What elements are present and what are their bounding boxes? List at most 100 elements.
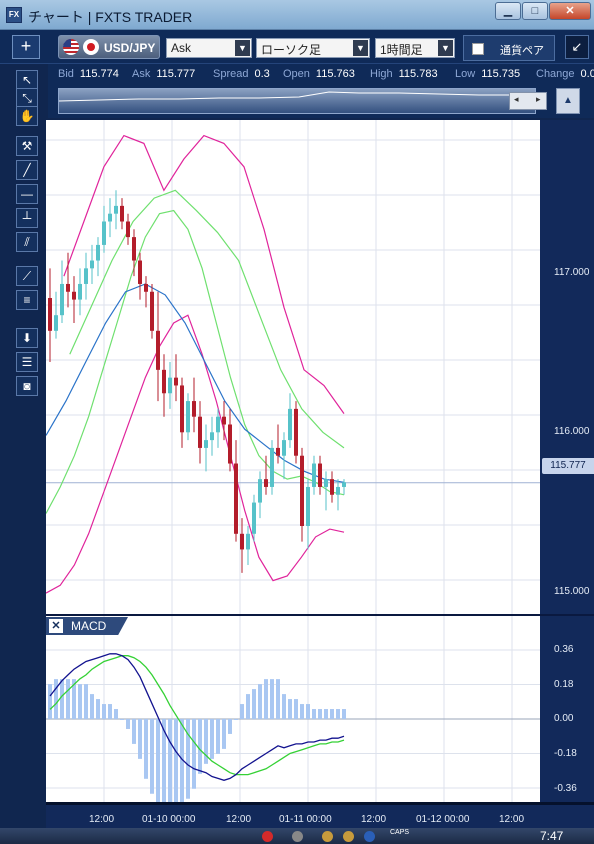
maximize-button[interactable]: □ (522, 2, 548, 20)
close-icon[interactable]: ✕ (49, 619, 63, 633)
candle-body (102, 221, 106, 245)
ime-icon[interactable] (292, 831, 303, 842)
macd-axis: 0.36 0.18 0.00 -0.18 -0.36 (540, 616, 594, 802)
camera-icon[interactable]: ◙ (16, 376, 38, 396)
jp-flag-icon (83, 39, 99, 55)
macd-histogram-bar (204, 719, 208, 764)
current-price-badge: 115.777 (542, 458, 594, 474)
price-tick: 115.000 (554, 586, 590, 597)
candle-body (66, 283, 70, 292)
candle-body (276, 447, 280, 456)
overview-scroll-handle[interactable]: ◂ ▸ (509, 92, 547, 110)
candle-body (342, 482, 346, 487)
quote-bar: Bid 115.774 Ask 115.777 Spread 0.3 Open 115.… (48, 64, 594, 118)
bollinger-upper-inner (69, 189, 345, 449)
candle-body (150, 291, 154, 331)
folder-icon[interactable] (322, 831, 333, 842)
candle-body (174, 377, 178, 386)
macd-histogram-bar (48, 684, 52, 719)
candle-body (54, 315, 58, 331)
vertical-line-icon[interactable]: ┴ (16, 208, 38, 228)
chevron-left-icon[interactable]: ◂ (514, 94, 519, 104)
macd-histogram-bar (252, 689, 256, 719)
time-tick: 12:00 (226, 814, 252, 825)
macd-signal-line (49, 655, 345, 776)
macd-histogram-bar (180, 719, 184, 809)
pointer-icon[interactable]: ↖ (16, 70, 38, 90)
drawing-toolbar: ↖ ⤡ ✋ ⚒ ╱ — ┴ ⫽ ⟋ ≡ ⬇ ☰ ◙ (14, 68, 40, 828)
macd-histogram-bar (228, 719, 232, 734)
hand-icon[interactable]: ✋ (16, 106, 38, 126)
bollinger-upper-band (63, 134, 345, 414)
title-bar: FX チャート | FXTS TRADER ▁ □ ✕ (0, 0, 594, 30)
undock-icon[interactable]: ↙ (565, 35, 589, 59)
horizontal-line-icon[interactable]: — (16, 184, 38, 204)
bid-quote: Bid 115.774 (58, 68, 119, 80)
candle-body (216, 416, 220, 433)
macd-histogram-bar (150, 719, 154, 794)
macd-histogram-bar (162, 719, 166, 814)
price-tick: 116.000 (554, 426, 590, 437)
chart-type-select[interactable]: ローソク足 ▼ (256, 38, 370, 58)
macd-histogram-bar (270, 679, 274, 719)
chevron-right-icon[interactable]: ▸ (536, 94, 541, 104)
candle-body (258, 479, 262, 503)
candle-body (210, 432, 214, 441)
price-side-select[interactable]: Ask ▼ (166, 38, 252, 58)
macd-histogram-bar (210, 719, 214, 759)
pair-panel-toggle[interactable]: 通貨ペア (463, 35, 555, 61)
candle-body (330, 479, 334, 495)
navigator-settings-icon[interactable]: ▲ (556, 88, 580, 114)
macd-histogram-bar (174, 719, 178, 814)
fibonacci-retracement-icon[interactable]: ≡ (16, 290, 38, 310)
macd-histogram-bar (138, 719, 142, 759)
clock: 7:47 (540, 829, 564, 843)
fibonacci-fan-icon[interactable]: ⟋ (16, 266, 38, 286)
channel-icon[interactable]: ⫽ (16, 232, 38, 252)
low-quote: Low 115.735 (455, 68, 521, 80)
download-icon[interactable]: ⬇ (16, 328, 38, 348)
chevron-down-icon: ▼ (235, 40, 250, 56)
pair-panel-checkbox[interactable] (472, 43, 484, 55)
pane-divider[interactable] (46, 614, 594, 616)
add-chart-button[interactable]: + (12, 35, 40, 59)
macd-histogram-bar (198, 719, 202, 774)
candle-body (156, 330, 160, 370)
candle-body (294, 408, 298, 456)
macd-line (49, 653, 345, 781)
macd-histogram-bar (276, 679, 280, 719)
app-icon: FX (6, 7, 22, 23)
overview-navigator[interactable]: ◂ ▸ (58, 88, 547, 114)
crosshair-pointer-icon[interactable]: ⤡ (16, 88, 38, 108)
candle-body (186, 401, 190, 433)
alert-icon[interactable] (262, 831, 273, 842)
candle-body (264, 479, 268, 487)
briefcase-icon[interactable] (343, 831, 354, 842)
candle-body (60, 283, 64, 316)
window-title: チャート | FXTS TRADER (28, 9, 193, 25)
trendline-icon[interactable]: ╱ (16, 160, 38, 180)
macd-histogram-bar (132, 719, 136, 744)
overview-sparkline (58, 91, 509, 102)
help-icon[interactable] (364, 831, 375, 842)
us-flag-icon (63, 39, 79, 55)
chart-toolbar: + USD/JPY Ask ▼ ローソク足 ▼ 1時間足 ▼ 通貨ペア ↙ (0, 30, 594, 64)
candle-body (270, 447, 274, 487)
list-icon[interactable]: ☰ (16, 352, 38, 372)
hammer-icon[interactable]: ⚒ (16, 136, 38, 156)
macd-pane[interactable] (46, 616, 581, 814)
candle-body (204, 440, 208, 448)
price-chart[interactable] (45, 120, 581, 615)
change-quote: Change 0.0 (536, 68, 594, 80)
close-button[interactable]: ✕ (549, 2, 591, 20)
currency-pair-button[interactable]: USD/JPY (58, 35, 160, 59)
time-tick: 12:00 (361, 814, 387, 825)
macd-histogram-bar (318, 709, 322, 719)
macd-histogram-bar (258, 684, 262, 719)
minimize-button[interactable]: ▁ (495, 2, 521, 20)
chevron-down-icon: ▼ (438, 40, 453, 56)
timeframe-select[interactable]: 1時間足 ▼ (375, 38, 455, 58)
macd-histogram-bar (156, 719, 160, 804)
candle-body (96, 244, 100, 261)
pair-panel-label: 通貨ペア (500, 45, 544, 57)
